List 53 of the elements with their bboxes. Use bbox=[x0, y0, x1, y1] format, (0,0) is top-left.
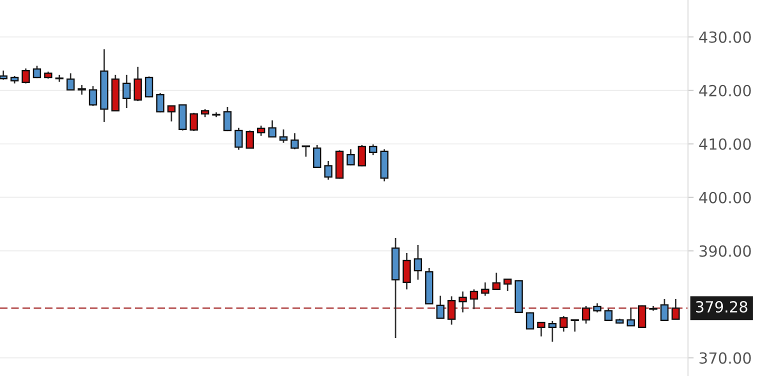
candlestick bbox=[537, 322, 546, 338]
ref-line-label: 379.28 bbox=[696, 301, 748, 313]
candlestick bbox=[290, 132, 299, 150]
candlestick bbox=[358, 144, 366, 168]
candlestick bbox=[302, 145, 310, 158]
candlestick bbox=[223, 106, 232, 132]
candlestick bbox=[492, 272, 500, 290]
candlestick bbox=[167, 105, 176, 122]
y-tick-label: 370.00 bbox=[700, 352, 751, 364]
candlestick bbox=[560, 315, 568, 332]
candlestick bbox=[32, 65, 42, 79]
y-tick-label: 420.00 bbox=[699, 84, 751, 96]
candlestick bbox=[402, 252, 411, 290]
candlestick bbox=[458, 290, 467, 314]
candlestick bbox=[626, 307, 635, 326]
candlestick bbox=[190, 112, 198, 132]
candlestick bbox=[324, 160, 332, 180]
candlestick bbox=[234, 127, 243, 150]
candlestick bbox=[414, 244, 422, 280]
candlestick bbox=[570, 319, 579, 332]
candlestick bbox=[346, 148, 355, 166]
candlestick bbox=[122, 74, 131, 109]
candlestick bbox=[0, 70, 8, 80]
candlestick bbox=[156, 92, 164, 114]
candlestick bbox=[279, 128, 288, 144]
candlestick bbox=[470, 288, 478, 310]
candlestick bbox=[369, 144, 378, 156]
candlestick bbox=[22, 68, 30, 84]
y-tick-label: 400.00 bbox=[699, 192, 751, 204]
candlestick bbox=[582, 305, 590, 324]
candlestick bbox=[548, 320, 557, 342]
candlestick bbox=[66, 72, 75, 92]
candlestick bbox=[436, 295, 444, 319]
candlestick bbox=[88, 85, 98, 107]
candlestick bbox=[660, 298, 669, 322]
y-tick-label: 390.00 bbox=[700, 245, 751, 257]
candlestick bbox=[638, 304, 646, 329]
candlestick bbox=[256, 124, 266, 137]
candlestick bbox=[526, 312, 534, 330]
candlestick bbox=[672, 298, 680, 320]
candlestick bbox=[78, 84, 86, 96]
candlestick bbox=[268, 120, 276, 138]
candlestick bbox=[144, 76, 154, 98]
candlestick bbox=[593, 302, 602, 314]
candlestick bbox=[481, 282, 490, 296]
candlestick bbox=[246, 130, 254, 149]
candlestick bbox=[313, 144, 322, 169]
y-tick-label: 410.00 bbox=[699, 138, 751, 150]
y-tick-label: 430.00 bbox=[699, 31, 751, 43]
candlestick bbox=[503, 278, 512, 292]
candlestick bbox=[604, 308, 613, 322]
candlestick bbox=[134, 66, 142, 102]
candlestick bbox=[447, 296, 456, 326]
